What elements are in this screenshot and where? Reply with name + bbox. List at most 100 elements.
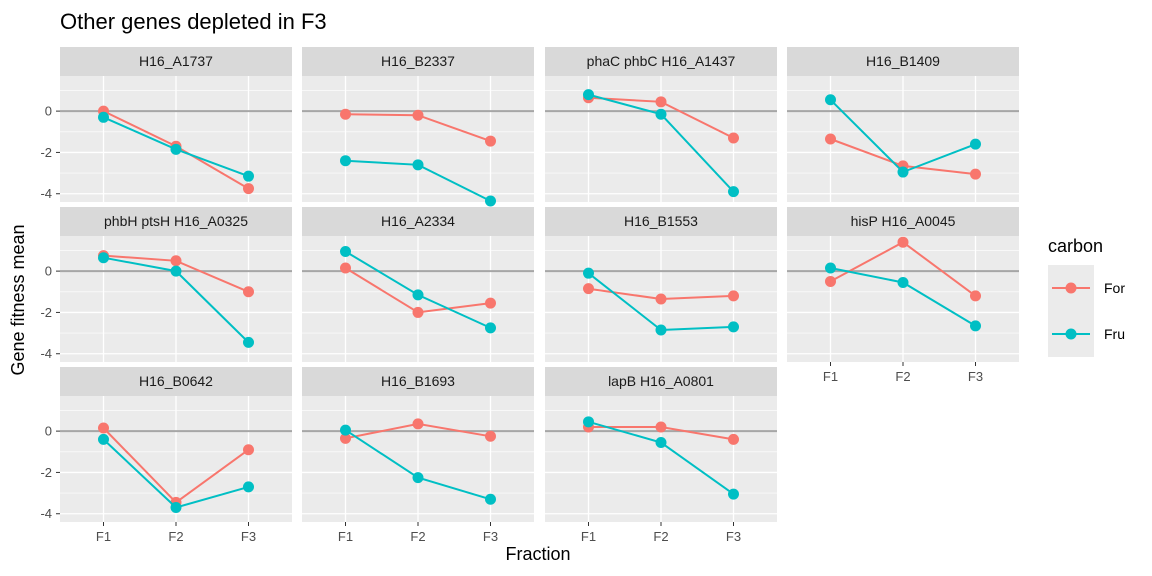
x-tick-label: F3 <box>483 529 498 544</box>
data-point-fru <box>728 488 739 500</box>
data-point-fru <box>825 94 836 106</box>
facet-strip-label: H16_A1737 <box>139 53 213 69</box>
data-point-fru <box>485 493 496 505</box>
y-tick-label: -4 <box>40 346 52 361</box>
data-point-fru <box>728 186 739 198</box>
x-tick-label: F2 <box>895 369 910 384</box>
data-point-for <box>243 183 254 195</box>
y-axis-title: Gene fitness mean <box>8 224 28 375</box>
facet-panel: lapB H16_A0801 F1 F2 F3 <box>545 367 777 544</box>
data-point-for <box>655 96 667 108</box>
data-point-fru <box>583 416 594 428</box>
x-tick-label: F1 <box>581 529 596 544</box>
data-point-fru <box>340 424 351 436</box>
data-point-for <box>485 135 496 147</box>
legend-item-fru: Fru <box>1048 311 1125 357</box>
y-tick-label: -4 <box>40 506 52 521</box>
data-point-for <box>243 286 254 298</box>
facet-strip <box>787 47 1019 76</box>
chart-title: Other genes depleted in F3 <box>60 9 327 34</box>
data-point-for <box>728 290 739 302</box>
data-point-fru <box>243 336 254 348</box>
data-point-fru <box>897 276 909 288</box>
facet-strip-label: H16_B1693 <box>381 373 455 389</box>
data-point-fru <box>98 111 109 123</box>
facet-strip-label: hisP H16_A0045 <box>851 213 956 229</box>
data-point-for <box>340 108 351 120</box>
y-tick-label: -2 <box>40 305 52 320</box>
data-point-for <box>825 275 836 287</box>
x-tick-label: F1 <box>338 529 353 544</box>
facet-strip <box>545 367 777 396</box>
facet-strip <box>302 367 534 396</box>
data-point-for <box>340 262 351 274</box>
data-point-for <box>970 290 981 302</box>
data-point-fru <box>340 245 351 257</box>
y-tick-label: -2 <box>40 465 52 480</box>
facet-panel: H16_B1693 F1 F2 F3 <box>302 367 534 544</box>
facet-strip <box>302 207 534 236</box>
data-point-for <box>728 433 739 445</box>
y-tick-label: -2 <box>40 145 52 160</box>
y-tick-label: 0 <box>45 104 52 119</box>
facet-panel: phaC phbC H16_A1437 <box>545 47 777 202</box>
facet-strip <box>302 47 534 76</box>
facet-strip <box>787 207 1019 236</box>
facet-strip <box>545 207 777 236</box>
facet-panel: H16_A2334 <box>302 207 534 362</box>
data-point-for <box>170 255 182 267</box>
x-tick-label: F1 <box>96 529 111 544</box>
facet-strip-label: H16_A2334 <box>381 213 455 229</box>
data-point-fru <box>243 170 254 182</box>
facet-strip <box>60 367 292 396</box>
x-tick-label: F2 <box>168 529 183 544</box>
facet-panel: H16_B1409 <box>787 47 1019 202</box>
data-point-fru <box>170 502 182 514</box>
data-point-for <box>412 418 424 430</box>
data-point-fru <box>970 138 981 150</box>
data-point-fru <box>655 436 667 448</box>
data-point-for <box>970 168 981 180</box>
data-point-fru <box>583 89 594 101</box>
legend-label: Fru <box>1104 326 1125 342</box>
legend-title: carbon <box>1048 236 1103 256</box>
data-point-for <box>98 422 109 434</box>
x-tick-label: F3 <box>968 369 983 384</box>
facet-panels: H16_A1737 0 -2 -4 H16_B2337 phaC phbC H16_A14… <box>40 47 1019 544</box>
data-point-fru <box>655 108 667 120</box>
data-point-fru <box>170 265 182 277</box>
data-point-fru <box>412 472 424 484</box>
facet-strip <box>60 47 292 76</box>
data-point-fru <box>243 481 254 493</box>
facet-strip-label: H16_B2337 <box>381 53 455 69</box>
legend-item-for: For <box>1048 265 1125 311</box>
data-point-fru <box>583 267 594 279</box>
data-point-fru <box>485 195 496 207</box>
data-point-for <box>655 421 667 433</box>
facet-strip <box>545 47 777 76</box>
x-tick-label: F1 <box>823 369 838 384</box>
y-tick-label: 0 <box>45 424 52 439</box>
data-point-fru <box>825 262 836 274</box>
facet-panel: phbH ptsH H16_A0325 0 -2 -4 <box>40 207 292 362</box>
facet-strip-label: H16_B1409 <box>866 53 940 69</box>
y-tick-label: -4 <box>40 186 52 201</box>
facet-strip-label: H16_B0642 <box>139 373 213 389</box>
data-point-for <box>825 133 836 145</box>
facet-strip-label: phaC phbC H16_A1437 <box>587 53 736 69</box>
data-point-for <box>655 293 667 305</box>
facet-strip-label: H16_B1553 <box>624 213 698 229</box>
facet-panel: H16_B0642 0 -2 -4 F1 F2 F3 <box>40 367 292 544</box>
legend: carbon For Fru <box>1048 236 1125 357</box>
x-tick-label: F3 <box>726 529 741 544</box>
data-point-fru <box>655 324 667 336</box>
data-point-for <box>897 236 909 248</box>
x-tick-label: F2 <box>410 529 425 544</box>
x-tick-label: F2 <box>653 529 668 544</box>
data-point-for <box>485 297 496 309</box>
data-point-fru <box>728 321 739 333</box>
legend-key-point <box>1065 328 1077 340</box>
x-tick-label: F3 <box>241 529 256 544</box>
data-point-fru <box>897 166 909 178</box>
